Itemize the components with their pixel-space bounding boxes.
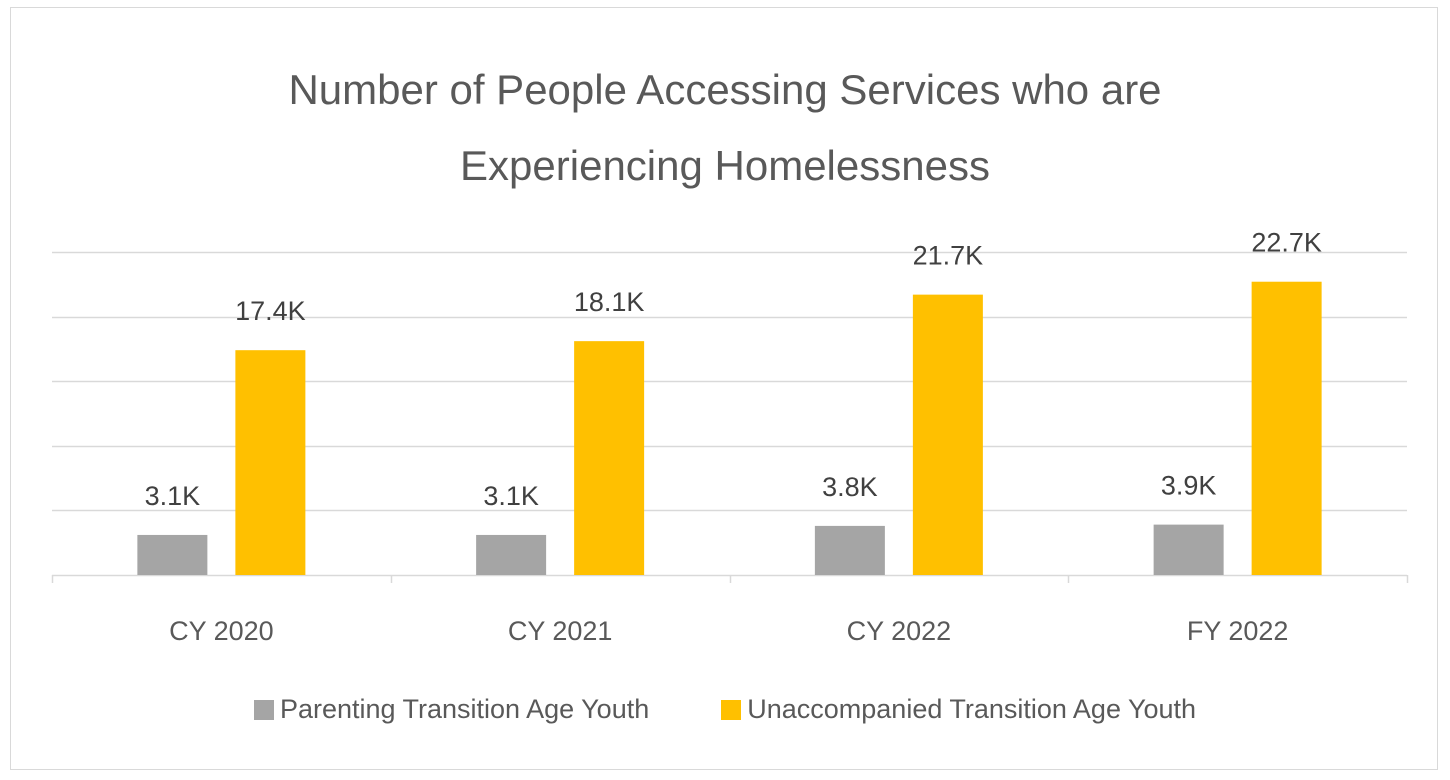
x-tick-label: FY 2022 xyxy=(1187,616,1289,646)
bar-unaccompanied xyxy=(235,350,306,575)
data-label: 3.8K xyxy=(822,472,878,502)
bar-parenting xyxy=(1153,524,1224,575)
legend-label-parenting: Parenting Transition Age Youth xyxy=(279,694,650,724)
data-label: 21.7K xyxy=(913,241,984,271)
bar-unaccompanied xyxy=(1251,281,1322,575)
x-tick-label: CY 2021 xyxy=(508,616,613,646)
data-label: 3.1K xyxy=(483,481,539,511)
data-label: 17.4K xyxy=(235,296,306,326)
data-label: 22.7K xyxy=(1251,228,1322,258)
bar-parenting xyxy=(814,525,885,575)
legend: Parenting Transition Age Youth Unaccompa… xyxy=(0,694,1450,725)
chart-title-line-1: Number of People Accessing Services who … xyxy=(288,66,1162,113)
bar-unaccompanied xyxy=(912,294,983,575)
bar-unaccompanied xyxy=(574,341,645,575)
legend-swatch-unaccompanied xyxy=(721,699,742,720)
data-label: 3.1K xyxy=(145,481,201,511)
chart-title-line-2: Experiencing Homelessness xyxy=(460,142,990,189)
legend-item-parenting: Parenting Transition Age Youth xyxy=(253,694,650,725)
x-tick-label: CY 2022 xyxy=(847,616,952,646)
x-tick-label: CY 2020 xyxy=(169,616,274,646)
bar-parenting xyxy=(476,534,547,575)
chart-title: Number of People Accessing Services who … xyxy=(0,52,1450,204)
legend-label-unaccompanied: Unaccompanied Transition Age Youth xyxy=(747,694,1197,724)
bar-parenting xyxy=(137,534,208,575)
legend-swatch-parenting xyxy=(253,699,274,720)
data-label: 18.1K xyxy=(574,287,645,317)
data-label: 3.9K xyxy=(1161,471,1217,501)
legend-item-unaccompanied: Unaccompanied Transition Age Youth xyxy=(721,694,1196,725)
